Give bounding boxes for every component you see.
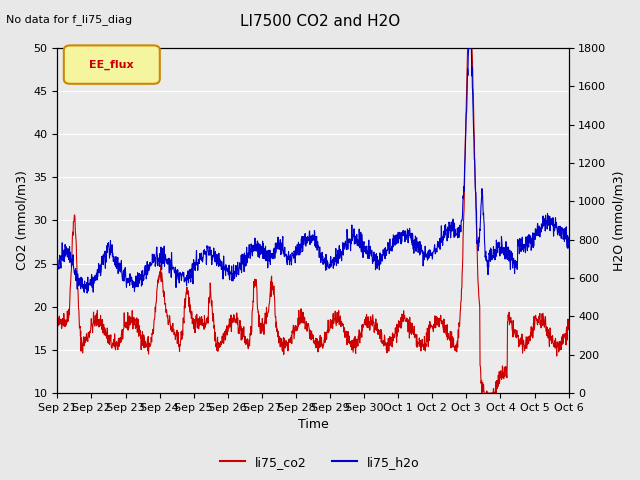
X-axis label: Time: Time xyxy=(298,419,328,432)
Text: No data for f_li75_diag: No data for f_li75_diag xyxy=(6,14,132,25)
Y-axis label: H2O (mmol/m3): H2O (mmol/m3) xyxy=(612,170,625,271)
Y-axis label: CO2 (mmol/m3): CO2 (mmol/m3) xyxy=(15,170,28,270)
Text: EE_flux: EE_flux xyxy=(90,60,134,70)
Legend: li75_co2, li75_h2o: li75_co2, li75_h2o xyxy=(215,451,425,474)
Text: LI7500 CO2 and H2O: LI7500 CO2 and H2O xyxy=(240,14,400,29)
